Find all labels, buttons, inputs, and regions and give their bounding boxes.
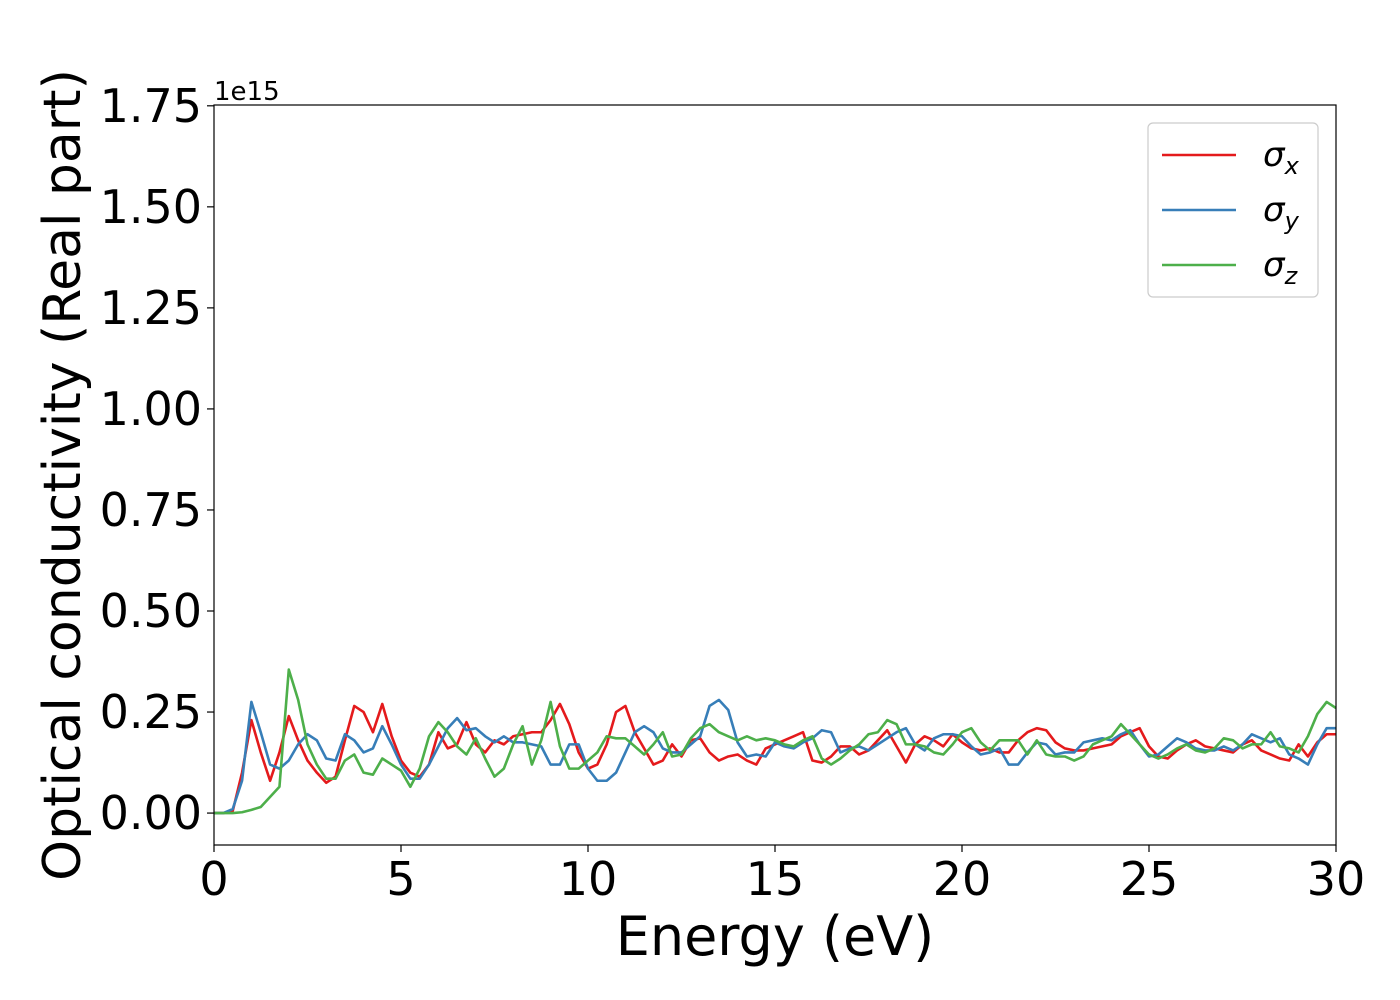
y-tick-label: 0.25 — [100, 685, 202, 739]
y-tick-label: 1.75 — [100, 79, 202, 133]
y-tick-label: 1.50 — [100, 180, 202, 234]
x-tick-label: 0 — [199, 852, 228, 906]
x-tick-label: 25 — [1120, 852, 1179, 906]
y-tick-label: 0.50 — [100, 584, 202, 638]
legend-label: σy — [1263, 190, 1300, 235]
x-tick-label: 15 — [746, 852, 805, 906]
x-tick-label: 30 — [1307, 852, 1366, 906]
x-tick-label: 10 — [559, 852, 618, 906]
x-axis-label: Energy (eV) — [616, 905, 935, 968]
data-line — [214, 668, 1336, 815]
y-tick-label: 1.00 — [100, 382, 202, 436]
y-axis-label: Optical conductivity (Real part) — [33, 69, 93, 881]
x-tick-label: 20 — [933, 852, 992, 906]
axes-frame — [213, 104, 1337, 846]
x-tick-label: 5 — [386, 852, 415, 906]
legend-label: σz — [1263, 245, 1299, 290]
y-tick-label: 0.75 — [100, 483, 202, 537]
y-offset-label: 1e15 — [214, 77, 280, 107]
data-line — [214, 698, 1336, 815]
y-tick-label: 0.00 — [100, 786, 202, 840]
legend-label: σx — [1263, 135, 1300, 180]
y-tick-label: 1.25 — [100, 281, 202, 335]
